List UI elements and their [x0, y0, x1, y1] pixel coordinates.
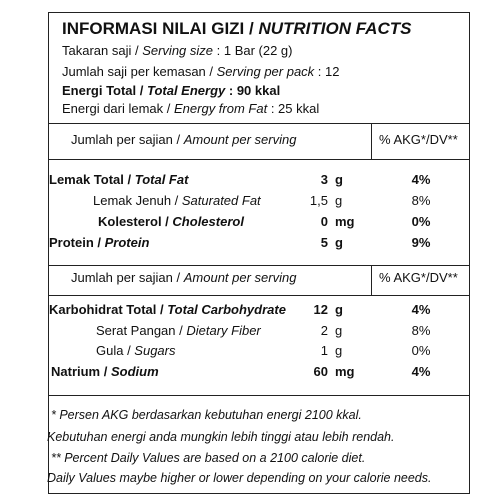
energy-fat-en: Energy from Fat	[174, 101, 268, 116]
row-cholesterol-unit: mg	[335, 214, 355, 229]
row-total-fat-dv: 4%	[411, 172, 431, 187]
row-dietary-fiber-unit: g	[335, 323, 343, 338]
row-protein-unit: g	[335, 235, 343, 250]
row-total-fat-label: Lemak Total / Total Fat	[49, 172, 188, 188]
section2-header-id: Jumlah per sajian /	[71, 270, 184, 285]
row-sugars-label: Gula / Sugars	[96, 343, 176, 359]
row-saturated-fat-amount: 1,5	[309, 193, 328, 208]
row-protein-label: Protein / Protein	[49, 235, 149, 251]
row-label-id: Natrium /	[51, 364, 111, 379]
row-label-en: Dietary Fiber	[186, 323, 261, 338]
row-total-carbohydrate-dv: 4%	[411, 302, 431, 317]
title-english: NUTRITION FACTS	[258, 19, 412, 38]
row-label-id: Gula /	[96, 343, 135, 358]
serving-size-id: Takaran saji /	[62, 43, 143, 58]
row-total-carbohydrate-unit: g	[335, 302, 343, 317]
servings-value: : 12	[314, 64, 340, 79]
section1-dv-header: % AKG*/DV**	[379, 132, 458, 147]
row-label-en: Sodium	[110, 364, 159, 379]
footnote-akg: * Persen AKG berdasarkan kebutuhan energ…	[51, 408, 362, 422]
divider	[49, 395, 469, 396]
label-title: INFORMASI NILAI GIZI / NUTRITION FACTS	[62, 19, 411, 39]
row-label-en: Saturated Fat	[181, 193, 261, 208]
energy-fat-id: Energi dari lemak /	[62, 101, 174, 116]
column-divider	[371, 123, 372, 159]
divider	[49, 265, 469, 266]
divider	[49, 159, 469, 160]
section1-header: Jumlah per sajian / Amount per serving	[71, 132, 296, 148]
servings-id: Jumlah saji per kemasan /	[62, 64, 217, 79]
row-dietary-fiber-label: Serat Pangan / Dietary Fiber	[96, 323, 261, 339]
row-label-en: Cholesterol	[172, 214, 244, 229]
serving-size-en: Serving size	[142, 43, 214, 58]
section2-dv-header: % AKG*/DV**	[379, 270, 458, 285]
servings-en: Serving per pack	[216, 64, 315, 79]
row-label-id: Protein /	[49, 235, 105, 250]
footnote-dv: ** Percent Daily Values are based on a 2…	[51, 451, 366, 465]
row-total-carbohydrate-label: Karbohidrat Total / Total Carbohydrate	[49, 302, 286, 318]
row-sugars-dv: 0%	[411, 343, 431, 358]
row-label-id: Kolesterol /	[98, 214, 173, 229]
section2-header-en: Amount per serving	[183, 270, 297, 285]
row-total-fat-amount: 3	[320, 172, 328, 187]
divider	[49, 295, 469, 296]
row-cholesterol-label: Kolesterol / Cholesterol	[98, 214, 244, 230]
divider	[49, 123, 469, 124]
row-sodium-amount: 60	[313, 364, 328, 379]
row-protein-amount: 5	[320, 235, 328, 250]
footnote-calorie-needs: Daily Values maybe higher or lower depen…	[47, 471, 432, 485]
energy-total: Energi Total / Total Energy : 90 kkal	[62, 83, 280, 99]
row-label-id: Serat Pangan /	[96, 323, 187, 338]
row-label-en: Sugars	[134, 343, 176, 358]
row-sodium-dv: 4%	[411, 364, 431, 379]
row-total-fat-unit: g	[335, 172, 343, 187]
row-label-en: Total Fat	[134, 172, 189, 187]
energy-fat-value: : 25 kkal	[267, 101, 320, 116]
row-sugars-amount: 1	[320, 343, 328, 358]
row-saturated-fat-dv: 8%	[411, 193, 431, 208]
row-protein-dv: 9%	[411, 235, 431, 250]
row-cholesterol-amount: 0	[320, 214, 328, 229]
row-label-en: Total Carbohydrate	[167, 302, 286, 317]
nutrition-label: INFORMASI NILAI GIZI / NUTRITION FACTS T…	[47, 12, 470, 494]
row-label-id: Lemak Jenuh /	[93, 193, 182, 208]
serving-size: Takaran saji / Serving size : 1 Bar (22 …	[62, 43, 293, 59]
section2-header: Jumlah per sajian / Amount per serving	[71, 270, 296, 286]
section1-header-id: Jumlah per sajian /	[71, 132, 184, 147]
row-total-carbohydrate-amount: 12	[313, 302, 328, 317]
column-divider	[371, 265, 372, 295]
row-label-id: Karbohidrat Total /	[49, 302, 168, 317]
row-label-id: Lemak Total /	[49, 172, 135, 187]
row-saturated-fat-unit: g	[335, 193, 343, 208]
row-cholesterol-dv: 0%	[411, 214, 431, 229]
title-indonesian: INFORMASI NILAI GIZI /	[62, 19, 259, 38]
servings-per-pack: Jumlah saji per kemasan / Serving per pa…	[62, 64, 339, 80]
section1-header-en: Amount per serving	[183, 132, 297, 147]
row-sodium-unit: mg	[335, 364, 355, 379]
footnote-energy-needs: Kebutuhan energi anda mungkin lebih ting…	[47, 430, 395, 444]
row-label-en: Protein	[104, 235, 150, 250]
row-saturated-fat-label: Lemak Jenuh / Saturated Fat	[93, 193, 261, 209]
energy-from-fat: Energi dari lemak / Energy from Fat : 25…	[62, 101, 319, 117]
row-dietary-fiber-dv: 8%	[411, 323, 431, 338]
energy-total-value: : 90 kkal	[225, 83, 281, 98]
row-sugars-unit: g	[335, 343, 343, 358]
energy-total-id: Energi Total /	[62, 83, 147, 98]
row-dietary-fiber-amount: 2	[320, 323, 328, 338]
row-sodium-label: Natrium / Sodium	[51, 364, 159, 380]
energy-total-en: Total Energy	[147, 83, 226, 98]
serving-size-value: : 1 Bar (22 g)	[213, 43, 293, 58]
